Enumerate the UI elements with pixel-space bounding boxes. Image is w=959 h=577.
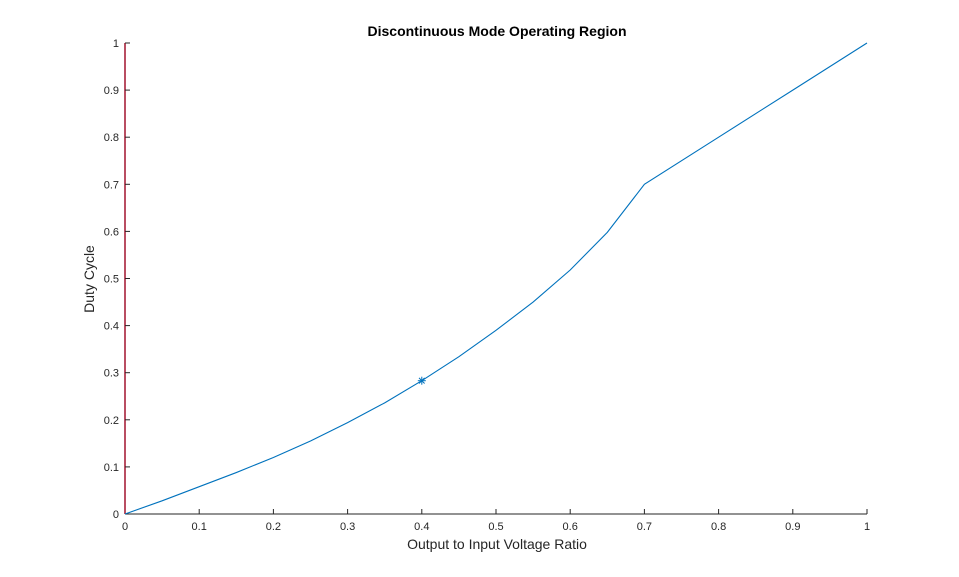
y-axis: 0 0.1 0.2 0.3 0.4 0.5 0.6 0.7 0.8 0.9 1 [104,38,130,521]
x-tick-label: 0.6 [563,521,578,533]
marker-stroke [418,377,425,384]
x-tick-label: 0.9 [785,521,800,533]
x-tick-label: 1 [864,521,870,533]
x-tick-label: 0.4 [414,521,429,533]
y-tick-label: 0.1 [104,462,119,474]
x-tick-label: 0.1 [192,521,207,533]
x-tick-label: 0 [122,521,128,533]
y-tick-label: 0.8 [104,132,119,144]
x-axis-label: Output to Input Voltage Ratio [407,536,587,552]
plot-area [124,42,868,515]
y-tick-label: 0.5 [104,274,119,286]
x-axis: 0 0.1 0.2 0.3 0.4 0.5 0.6 0.7 0.8 0.9 1 [122,509,870,533]
chart-title: Discontinuous Mode Operating Region [368,23,627,39]
y-axis-label: Duty Cycle [81,245,97,313]
y-tick-label: 0.9 [104,85,119,97]
y-tick-label: 1 [113,38,119,50]
x-tick-label: 0.3 [340,521,355,533]
series-line [124,42,868,515]
x-tick-label: 0.2 [266,521,281,533]
x-tick-label: 0.7 [637,521,652,533]
y-tick-label: 0.6 [104,226,119,238]
y-tick-label: 0.3 [104,368,119,380]
y-tick-label: 0.4 [104,321,119,333]
y-tick-label: 0 [113,509,119,521]
x-tick-label: 0.8 [711,521,726,533]
data-point-marker [417,376,426,385]
y-tick-label: 0.7 [104,179,119,191]
x-tick-label: 0.5 [488,521,503,533]
y-tick-label: 0.2 [104,415,119,427]
